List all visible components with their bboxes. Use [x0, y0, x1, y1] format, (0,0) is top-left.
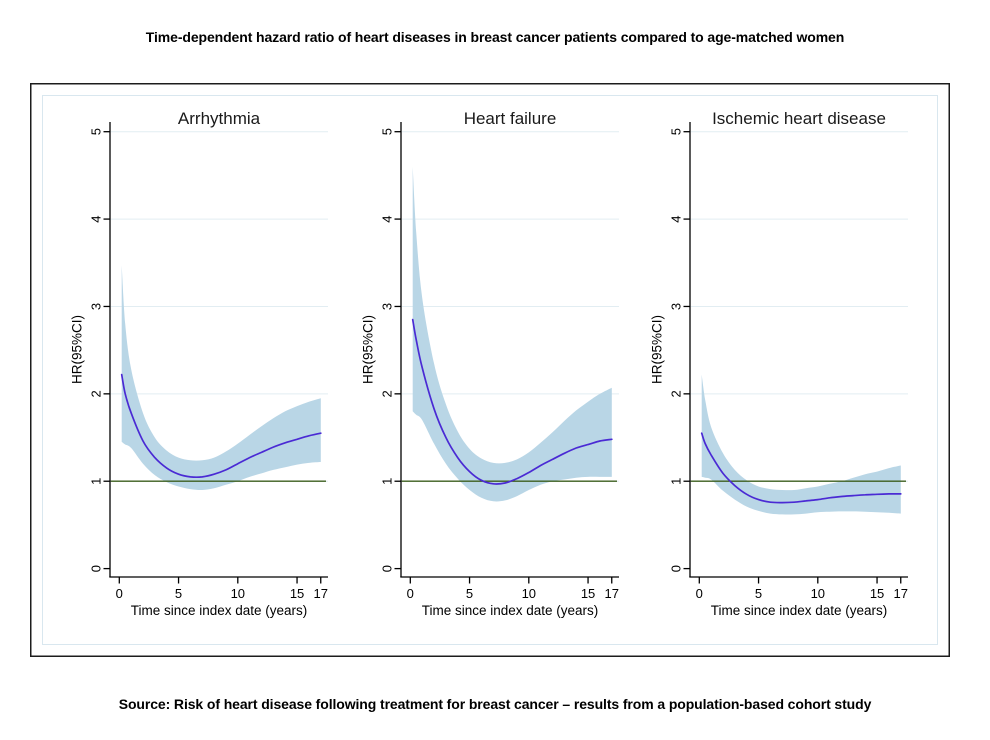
y-tick-label: 3 [669, 303, 684, 310]
panel-arrhythmia: 0 1 2 3 4 5 0 5 10 15 17 Time since index date (yea… [70, 109, 328, 618]
y-tick-label: 2 [380, 390, 395, 397]
x-tick-label: 15 [870, 586, 884, 601]
y-tick-label: 1 [89, 478, 104, 485]
y-tick-label: 3 [89, 303, 104, 310]
y-tick-label: 4 [669, 215, 684, 222]
x-tick-label: 15 [581, 586, 595, 601]
x-tick-label: 17 [314, 586, 328, 601]
ci-band [121, 265, 321, 491]
panel-ischemic-heart-disease: 0 1 2 3 4 5 0 5 10 15 17 Time since index date (yea… [650, 109, 908, 618]
y-tick-label: 5 [89, 128, 104, 135]
panel-title: Heart failure [464, 109, 557, 128]
figure-title: Time-dependent hazard ratio of heart dis… [145, 29, 845, 45]
x-tick-label: 17 [605, 586, 619, 601]
x-axis-title: Time since index date (years) [422, 603, 599, 618]
y-tick-label: 5 [380, 128, 395, 135]
x-tick-label: 10 [522, 586, 536, 601]
x-tick-label: 0 [696, 586, 703, 601]
x-axis-title: Time since index date (years) [711, 603, 888, 618]
panel-title: Ischemic heart disease [712, 109, 886, 128]
y-tick-label: 5 [669, 128, 684, 135]
panel-heart-failure: 0 1 2 3 4 5 0 5 10 15 17 Time since index date (yea… [361, 109, 619, 618]
y-tick-label: 1 [669, 478, 684, 485]
hr-curve [700, 432, 902, 504]
hr-curve [120, 373, 322, 479]
figure-source: Source: Risk of heart disease following … [118, 696, 872, 712]
y-tick-label: 0 [669, 565, 684, 572]
x-tick-label: 0 [116, 586, 123, 601]
x-axis-title: Time since index date (years) [131, 603, 308, 618]
y-tick-label: 0 [89, 565, 104, 572]
x-tick-label: 0 [407, 586, 414, 601]
y-axis-title: HR(95%CI) [361, 315, 376, 384]
y-tick-label: 4 [380, 215, 395, 222]
x-tick-label: 5 [755, 586, 762, 601]
y-tick-label: 0 [380, 565, 395, 572]
x-tick-label: 5 [466, 586, 473, 601]
y-axis-title: HR(95%CI) [650, 315, 665, 384]
y-tick-label: 2 [669, 390, 684, 397]
y-tick-label: 2 [89, 390, 104, 397]
x-tick-label: 5 [175, 586, 182, 601]
ci-band [412, 166, 612, 502]
x-tick-label: 10 [231, 586, 245, 601]
y-axis-title: HR(95%CI) [70, 315, 85, 384]
x-tick-label: 15 [290, 586, 304, 601]
x-tick-label: 10 [811, 586, 825, 601]
x-tick-label: 17 [894, 586, 908, 601]
ci-band [701, 374, 901, 515]
y-tick-label: 4 [89, 215, 104, 222]
hr-curve [411, 318, 613, 485]
y-tick-label: 1 [380, 478, 395, 485]
panel-title: Arrhythmia [178, 109, 261, 128]
y-tick-label: 3 [380, 303, 395, 310]
plot-region-border [42, 95, 938, 645]
